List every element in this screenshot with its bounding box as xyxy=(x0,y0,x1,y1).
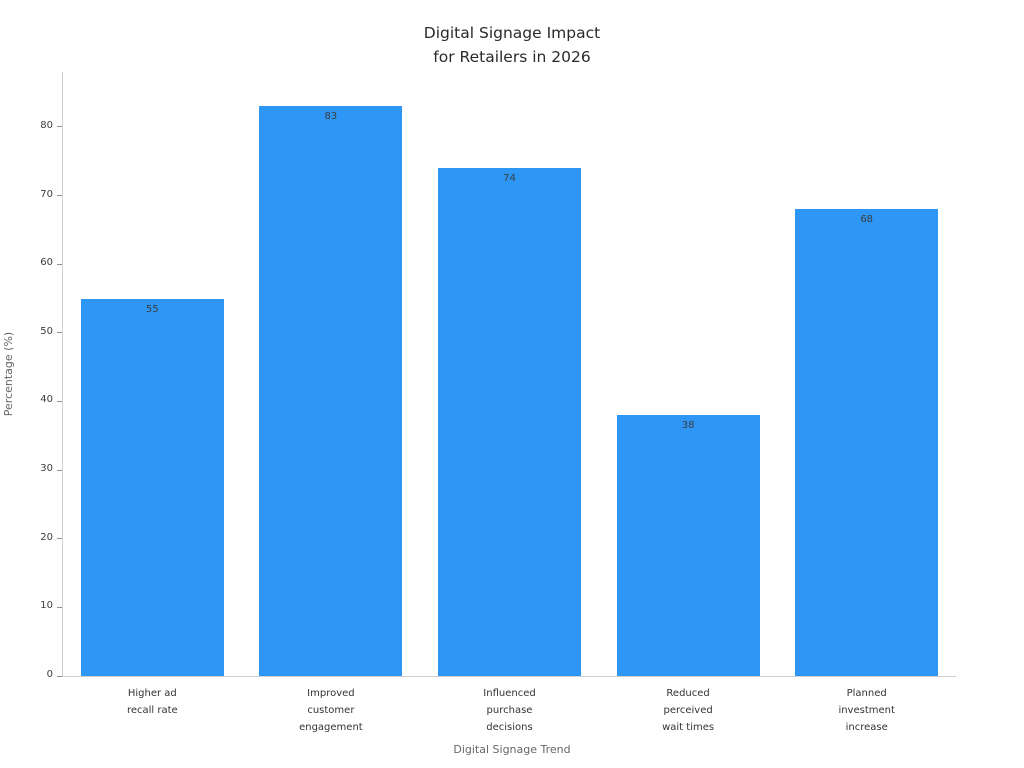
x-tick-label-line: Influenced xyxy=(483,688,536,699)
bar-3 xyxy=(616,415,760,676)
x-tick-label-line: perceived xyxy=(663,705,713,716)
x-tick-label-line: Higher ad xyxy=(127,688,177,699)
y-tick-mark xyxy=(57,263,62,265)
chart-title-line-2: for Retailers in 2026 xyxy=(433,48,591,66)
y-tick-label: 10 xyxy=(40,600,53,612)
x-axis-label: Digital Signage Trend xyxy=(453,743,571,756)
y-tick-mark xyxy=(57,400,62,402)
y-tick-label: 60 xyxy=(40,257,53,269)
bar-value-label: 74 xyxy=(503,173,516,185)
y-tick-mark xyxy=(57,538,62,540)
chart-title-line-1: Digital Signage Impact xyxy=(423,24,601,42)
y-tick-mark xyxy=(57,332,62,334)
x-tick-label-line: investment xyxy=(838,705,895,716)
y-tick-mark xyxy=(57,126,62,128)
x-tick-label: Influenced purchase decisions xyxy=(483,685,535,736)
y-tick-label: 0 xyxy=(46,669,53,680)
x-tick-label-line: wait times xyxy=(662,722,715,733)
bar-1 xyxy=(259,106,403,676)
x-tick-label: Reduced perceived wait times xyxy=(662,685,714,736)
y-tick-label: 20 xyxy=(40,531,53,543)
y-tick-label: 30 xyxy=(40,463,53,475)
x-tick-label: Improved customer engagement xyxy=(299,685,363,736)
bar-0 xyxy=(80,298,224,676)
bar-value-label: 38 xyxy=(681,420,695,432)
x-tick-label-line: purchase xyxy=(486,705,533,716)
y-tick-label: 40 xyxy=(40,394,53,406)
chart-title: Digital Signage Impact for Retailers in … xyxy=(0,21,1024,69)
plot-area: 0 10 20 30 40 50 60 70 80 55 Higher ad recall rate 8… xyxy=(40,72,956,733)
y-tick-mark xyxy=(57,675,62,677)
x-tick-label-line: Improved xyxy=(307,688,355,699)
y-tick-mark xyxy=(57,195,62,197)
x-tick-label-line: customer xyxy=(307,705,355,716)
y-tick-mark xyxy=(57,469,62,471)
x-tick-label-line: Planned xyxy=(846,688,887,699)
x-tick-label-line: increase xyxy=(845,722,888,733)
bar-value-label: 68 xyxy=(860,214,874,226)
bar-4 xyxy=(795,209,939,676)
y-tick-label: 50 xyxy=(40,325,53,337)
y-tick-mark xyxy=(57,606,62,608)
bar-value-label: 55 xyxy=(145,303,159,315)
x-tick-label-line: decisions xyxy=(486,722,533,733)
x-tick-label-line: engagement xyxy=(299,722,363,733)
bar-2 xyxy=(438,168,581,676)
x-tick-label-line: Reduced xyxy=(666,688,710,699)
y-tick-label: 70 xyxy=(40,188,53,200)
x-tick-label-line: recall rate xyxy=(126,705,178,716)
bar-value-label: 83 xyxy=(324,111,338,123)
x-tick-label: Planned investment increase xyxy=(838,685,894,736)
x-tick-label: Higher ad recall rate xyxy=(127,685,178,719)
y-tick-label: 80 xyxy=(40,119,53,131)
